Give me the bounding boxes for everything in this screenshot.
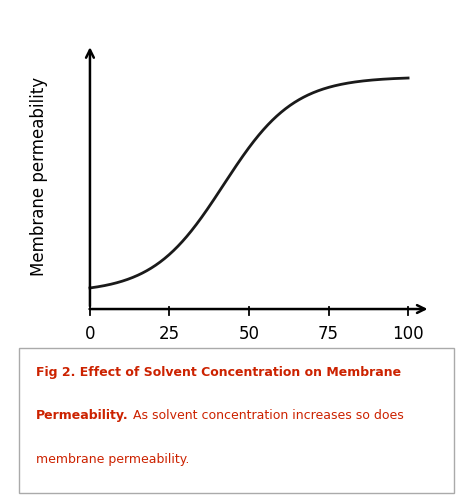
Text: 50: 50 <box>238 325 260 343</box>
Text: Permeability.: Permeability. <box>36 409 129 422</box>
Text: Membrane permeability: Membrane permeability <box>30 77 48 276</box>
Text: 25: 25 <box>159 325 180 343</box>
Text: membrane permeability.: membrane permeability. <box>36 453 190 466</box>
Text: 100: 100 <box>392 325 424 343</box>
Text: Fig 2. Effect of Solvent Concentration on Membrane: Fig 2. Effect of Solvent Concentration o… <box>36 366 402 379</box>
Text: 75: 75 <box>318 325 339 343</box>
Text: 0: 0 <box>85 325 95 343</box>
Text: Alcohol concentration / %: Alcohol concentration / % <box>143 353 355 371</box>
Text: As solvent concentration increases so does: As solvent concentration increases so do… <box>129 409 403 422</box>
